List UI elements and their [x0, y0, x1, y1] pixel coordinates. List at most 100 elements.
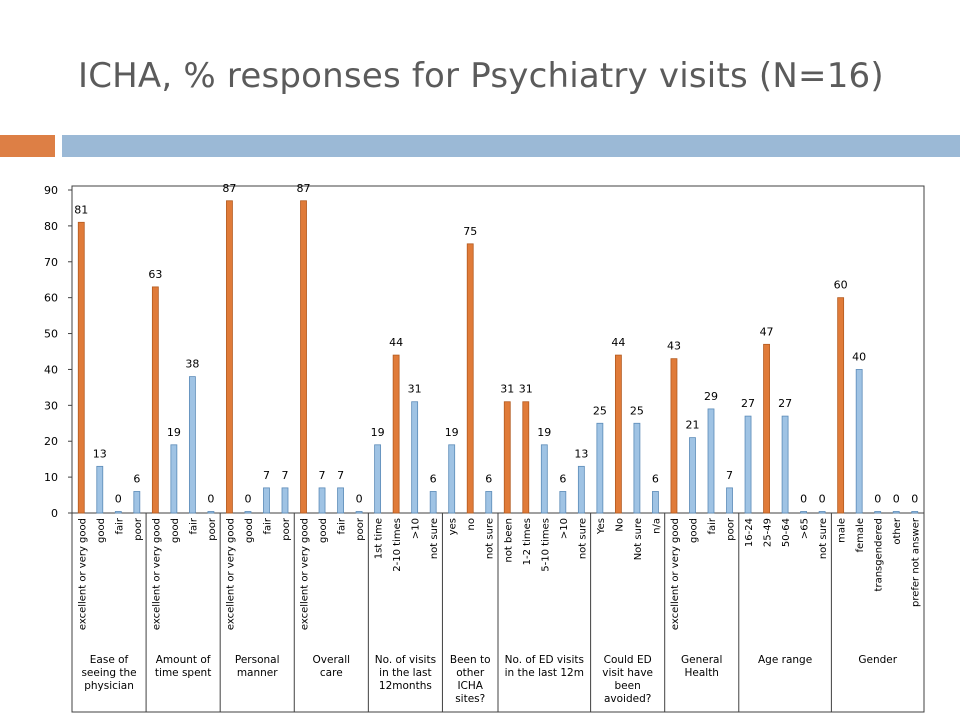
bar-value-label: 0	[893, 493, 900, 506]
category-label: n/a	[651, 518, 662, 534]
group-label: 12months	[379, 680, 432, 692]
bar	[781, 415, 789, 514]
bar-value-label: 21	[685, 419, 699, 432]
bar-value-label: 31	[500, 383, 514, 396]
bar-value-label: 0	[115, 493, 122, 506]
bar	[263, 487, 270, 514]
category-label: fair	[337, 517, 348, 534]
group-label: Age range	[758, 654, 812, 666]
group-label: time spent	[155, 667, 211, 679]
category-label: excellent or very good	[670, 518, 681, 630]
y-tick-label: 90	[44, 184, 58, 197]
bar	[392, 354, 400, 514]
bar-value-label: 6	[133, 472, 140, 485]
bar	[77, 221, 85, 514]
bar-value-label: 87	[297, 182, 311, 195]
bar-value-label: 0	[800, 493, 807, 506]
bar	[300, 200, 307, 514]
bar-value-label: 7	[282, 469, 289, 482]
bar	[96, 465, 104, 514]
bar	[577, 465, 585, 514]
bar-value-label: 44	[389, 336, 403, 349]
bar-value-label: 0	[911, 493, 918, 506]
bar-value-label: 81	[74, 203, 88, 216]
category-label: Yes	[596, 518, 607, 535]
bar	[707, 408, 715, 514]
y-tick-label: 40	[44, 363, 58, 376]
y-tick-label: 10	[44, 471, 58, 484]
category-label: 5-10 times	[540, 518, 551, 572]
category-label: not sure	[577, 518, 588, 559]
category-label: 25-49	[763, 518, 774, 547]
category-label: male	[837, 518, 848, 543]
bar	[503, 401, 511, 514]
bar-value-label: 47	[760, 325, 774, 338]
group-label: been	[615, 680, 641, 692]
bar	[800, 511, 808, 514]
bar	[411, 401, 419, 514]
category-label: prefer not answer	[911, 517, 922, 607]
category-label: Not sure	[633, 518, 644, 560]
bar-value-label: 7	[263, 469, 270, 482]
category-label: other	[892, 517, 903, 545]
bar-value-label: 7	[319, 469, 326, 482]
category-label: poor	[281, 517, 292, 541]
bar-value-label: 87	[222, 182, 236, 195]
category-label: >10	[411, 518, 422, 539]
bar	[540, 444, 548, 514]
y-tick-label: 0	[51, 507, 58, 520]
category-label: good	[688, 518, 699, 543]
bar-value-label: 0	[356, 493, 363, 506]
group-label: physician	[84, 680, 134, 692]
bar	[244, 511, 252, 514]
title-accent-orange-bar	[0, 135, 55, 157]
category-label: poor	[207, 517, 218, 541]
bar	[133, 491, 141, 514]
category-label: not sure	[818, 518, 829, 559]
category-label: good	[244, 518, 255, 543]
category-label: poor	[133, 517, 144, 541]
category-label: good	[318, 518, 329, 543]
bar	[726, 487, 733, 514]
bar-value-label: 6	[485, 472, 492, 485]
bar-value-label: 0	[819, 493, 826, 506]
group-label: ICHA	[457, 680, 483, 692]
bar-value-label: 19	[167, 426, 181, 439]
category-label: No	[614, 518, 625, 532]
bar-value-label: 27	[741, 397, 755, 410]
bar	[689, 437, 696, 514]
group-label: manner	[237, 667, 278, 679]
group-label: in the last 12m	[505, 667, 584, 679]
group-label: No. of visits	[375, 654, 436, 666]
y-tick-label: 80	[44, 220, 58, 233]
category-label: yes	[448, 518, 459, 535]
bar-value-label: 63	[148, 268, 162, 281]
bar-value-label: 38	[185, 358, 199, 371]
group-label: visit have	[602, 667, 653, 679]
category-label: excellent or very good	[300, 518, 311, 630]
group-label: No. of ED visits	[505, 654, 584, 666]
category-label: fair	[114, 517, 125, 534]
category-label: no	[466, 518, 477, 530]
bar-value-label: 13	[93, 447, 107, 460]
bar	[188, 376, 196, 514]
bar	[318, 487, 326, 514]
group-label: other	[456, 667, 485, 679]
category-label: >65	[800, 518, 811, 539]
bar-value-label: 25	[630, 404, 644, 417]
bar-value-label: 7	[337, 469, 344, 482]
category-label: fair	[188, 517, 199, 534]
bar	[485, 491, 493, 514]
bar	[614, 354, 622, 514]
category-label: excellent or very good	[151, 518, 162, 630]
bar-value-label: 0	[207, 493, 214, 506]
group-label: Ease of	[90, 654, 129, 666]
bar	[837, 297, 845, 514]
category-label: good	[170, 518, 181, 543]
category-label: fair	[707, 517, 718, 534]
bar	[522, 401, 530, 514]
bar-value-label: 19	[445, 426, 459, 439]
bar	[448, 444, 456, 514]
bar-value-label: 25	[593, 404, 607, 417]
y-tick-label: 30	[44, 399, 58, 412]
